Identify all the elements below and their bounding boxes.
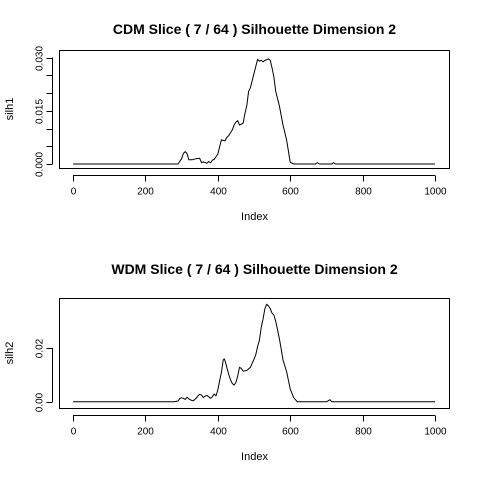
cdm-x-tick-label: 600 xyxy=(282,187,299,198)
wdm-x-tick-label: 800 xyxy=(355,427,372,438)
wdm-y-tick-label: 0.00 xyxy=(35,392,46,412)
cdm-x-tick-label: 1000 xyxy=(424,187,447,198)
cdm-x-tick-label: 0 xyxy=(71,187,77,198)
wdm-x-tick-label: 600 xyxy=(282,427,299,438)
wdm-x-tick-label: 0 xyxy=(71,427,77,438)
wdm-y-axis-label: silh2 xyxy=(4,342,16,365)
cdm-y-tick-label: 0.015 xyxy=(35,99,46,124)
wdm-series-line xyxy=(73,303,435,403)
cdm-x-tick-label: 800 xyxy=(355,187,372,198)
cdm-y-axis-label: silh1 xyxy=(4,98,16,121)
wdm-x-tick-label: 1000 xyxy=(424,427,447,438)
wdm-silhouette-panel: WDM Slice ( 7 / 64 ) Silhouette Dimensio… xyxy=(4,261,450,463)
cdm-series-line xyxy=(73,58,435,165)
wdm-x-tick-label: 400 xyxy=(210,427,227,438)
cdm-chart-title: CDM Slice ( 7 / 64 ) Silhouette Dimensio… xyxy=(113,21,396,37)
cdm-x-tick-label: 400 xyxy=(210,187,227,198)
cdm-x-axis-label: Index xyxy=(241,211,268,223)
wdm-x-tick-label: 200 xyxy=(137,427,154,438)
cdm-y-tick-label: 0.000 xyxy=(35,152,46,177)
wdm-x-axis-label: Index xyxy=(241,451,268,463)
wdm-y-tick-label: 0.02 xyxy=(35,338,46,358)
cdm-plot-frame xyxy=(59,50,450,169)
cdm-x-tick-label: 200 xyxy=(137,187,154,198)
cdm-silhouette-panel: CDM Slice ( 7 / 64 ) Silhouette Dimensio… xyxy=(4,21,450,223)
wdm-plot-frame xyxy=(59,298,450,409)
cdm-y-tick-label: 0.030 xyxy=(35,46,46,71)
wdm-chart-title: WDM Slice ( 7 / 64 ) Silhouette Dimensio… xyxy=(111,261,397,277)
